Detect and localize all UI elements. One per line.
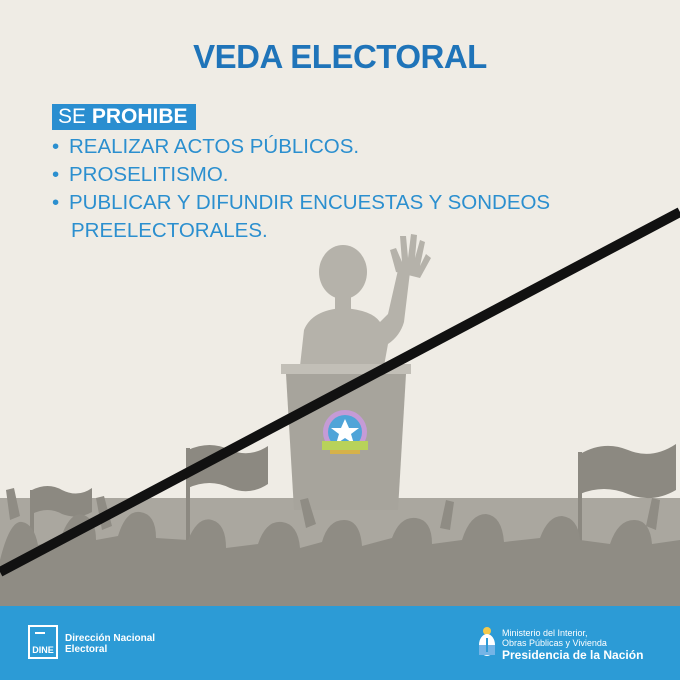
footer-bar: [0, 606, 680, 680]
list-item-text: PROSELITISMO.: [69, 163, 229, 186]
list-item-text-continued: PREELECTORALES.: [71, 219, 268, 242]
list-item: PROSELITISMO.: [52, 161, 550, 189]
list-item: REALIZAR ACTOS PÚBLICOS.: [52, 133, 550, 161]
prohibe-prefix: SE: [58, 105, 92, 128]
list-item-text: REALIZAR ACTOS PÚBLICOS.: [69, 135, 360, 158]
diagonal-strike-line: [0, 207, 680, 577]
argentina-electoral-seal-icon: [322, 410, 368, 454]
dine-logo-icon: DINE: [28, 625, 58, 659]
speaker-silhouette: [300, 234, 431, 366]
prohibe-badge: SE PROHIBE: [52, 104, 196, 130]
dne-label: Dirección Nacional Electoral: [65, 633, 155, 655]
presidencia-label: Presidencia de la Nación: [502, 648, 644, 662]
ministry-line-2: Obras Públicas y Vivienda: [502, 638, 607, 648]
ministry-line-1: Ministerio del Interior,: [502, 628, 588, 638]
dne-line-2: Electoral: [65, 644, 108, 655]
list-item-text: PUBLICAR Y DIFUNDIR ENCUESTAS Y SONDEOS: [69, 191, 551, 214]
ministry-label: Ministerio del Interior, Obras Públicas …: [502, 628, 607, 648]
dne-line-1: Dirección Nacional: [65, 633, 156, 644]
prohibe-bold: PROHIBE: [91, 105, 188, 128]
prohibition-list: REALIZAR ACTOS PÚBLICOS. PROSELITISMO. P…: [52, 133, 550, 245]
argentina-coat-of-arms-icon: [479, 627, 495, 656]
page-title: VEDA ELECTORAL: [193, 38, 487, 75]
list-item: PUBLICAR Y DIFUNDIR ENCUESTAS Y SONDEOS P…: [52, 189, 550, 245]
dine-logo-text: DINE: [32, 645, 54, 655]
